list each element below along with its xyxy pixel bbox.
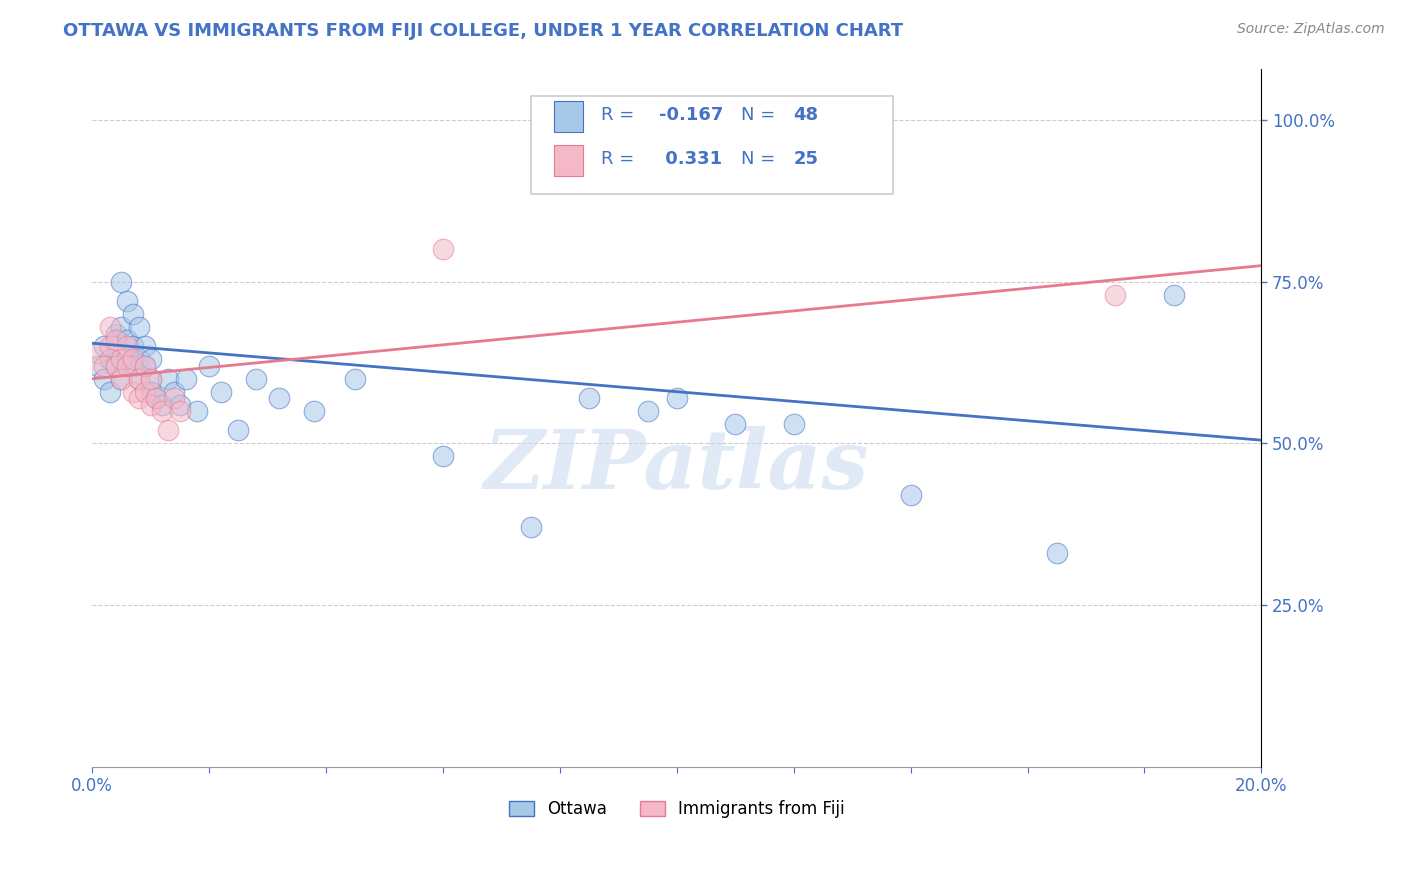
Point bbox=[93, 372, 115, 386]
Point bbox=[110, 275, 132, 289]
Point bbox=[163, 384, 186, 399]
Point bbox=[163, 391, 186, 405]
Point bbox=[128, 372, 150, 386]
Point bbox=[186, 404, 208, 418]
Point bbox=[344, 372, 367, 386]
Point bbox=[98, 339, 121, 353]
Point bbox=[117, 352, 139, 367]
Point bbox=[128, 320, 150, 334]
Point bbox=[139, 372, 162, 386]
Point bbox=[269, 391, 291, 405]
Text: R =: R = bbox=[600, 150, 640, 169]
Point bbox=[110, 320, 132, 334]
Point bbox=[104, 359, 127, 373]
Point bbox=[198, 359, 221, 373]
Point bbox=[98, 384, 121, 399]
Point bbox=[169, 398, 191, 412]
Point bbox=[104, 359, 127, 373]
Point bbox=[724, 417, 747, 431]
Point bbox=[900, 488, 922, 502]
Point bbox=[104, 326, 127, 341]
Point bbox=[128, 391, 150, 405]
Point bbox=[117, 294, 139, 309]
Point bbox=[157, 372, 180, 386]
Point bbox=[245, 372, 267, 386]
Point bbox=[122, 307, 145, 321]
Point bbox=[122, 359, 145, 373]
Point bbox=[139, 384, 162, 399]
FancyBboxPatch shape bbox=[530, 96, 893, 194]
Point bbox=[432, 243, 454, 257]
Text: N =: N = bbox=[741, 150, 782, 169]
Point bbox=[1163, 287, 1185, 301]
Point bbox=[98, 320, 121, 334]
Point bbox=[87, 359, 110, 373]
Point bbox=[117, 359, 139, 373]
Point bbox=[98, 352, 121, 367]
Point bbox=[110, 372, 132, 386]
Point bbox=[93, 359, 115, 373]
Point bbox=[578, 391, 600, 405]
Point bbox=[665, 391, 688, 405]
Point bbox=[782, 417, 804, 431]
Point bbox=[93, 339, 115, 353]
Point bbox=[134, 339, 156, 353]
Point bbox=[432, 450, 454, 464]
Point bbox=[637, 404, 659, 418]
Point bbox=[157, 424, 180, 438]
Point bbox=[519, 520, 541, 534]
Point bbox=[134, 384, 156, 399]
Point bbox=[110, 352, 132, 367]
Point bbox=[174, 372, 197, 386]
Point bbox=[1046, 546, 1069, 560]
FancyBboxPatch shape bbox=[554, 145, 583, 177]
Point bbox=[145, 391, 167, 405]
Text: -0.167: -0.167 bbox=[659, 106, 724, 124]
Point bbox=[169, 404, 191, 418]
Point bbox=[209, 384, 232, 399]
Text: 25: 25 bbox=[793, 150, 818, 169]
Point bbox=[150, 398, 173, 412]
Point bbox=[87, 346, 110, 360]
Point bbox=[122, 339, 145, 353]
Legend: Ottawa, Immigrants from Fiji: Ottawa, Immigrants from Fiji bbox=[502, 793, 852, 824]
Point bbox=[110, 372, 132, 386]
Point bbox=[117, 333, 139, 347]
Point bbox=[134, 359, 156, 373]
Point bbox=[139, 352, 162, 367]
Point bbox=[104, 333, 127, 347]
Text: Source: ZipAtlas.com: Source: ZipAtlas.com bbox=[1237, 22, 1385, 37]
Text: 0.331: 0.331 bbox=[659, 150, 723, 169]
Point bbox=[128, 372, 150, 386]
Text: N =: N = bbox=[741, 106, 782, 124]
Text: ZIPatlas: ZIPatlas bbox=[484, 426, 869, 507]
Point bbox=[139, 372, 162, 386]
Point bbox=[145, 391, 167, 405]
Point bbox=[117, 339, 139, 353]
Point bbox=[122, 352, 145, 367]
Text: 48: 48 bbox=[793, 106, 818, 124]
Point bbox=[150, 404, 173, 418]
Text: R =: R = bbox=[600, 106, 640, 124]
Point bbox=[122, 384, 145, 399]
Point bbox=[128, 352, 150, 367]
Point bbox=[228, 424, 250, 438]
Point bbox=[134, 359, 156, 373]
FancyBboxPatch shape bbox=[554, 101, 583, 132]
Point bbox=[304, 404, 326, 418]
Text: OTTAWA VS IMMIGRANTS FROM FIJI COLLEGE, UNDER 1 YEAR CORRELATION CHART: OTTAWA VS IMMIGRANTS FROM FIJI COLLEGE, … bbox=[63, 22, 904, 40]
Point bbox=[139, 398, 162, 412]
Point bbox=[1104, 287, 1126, 301]
